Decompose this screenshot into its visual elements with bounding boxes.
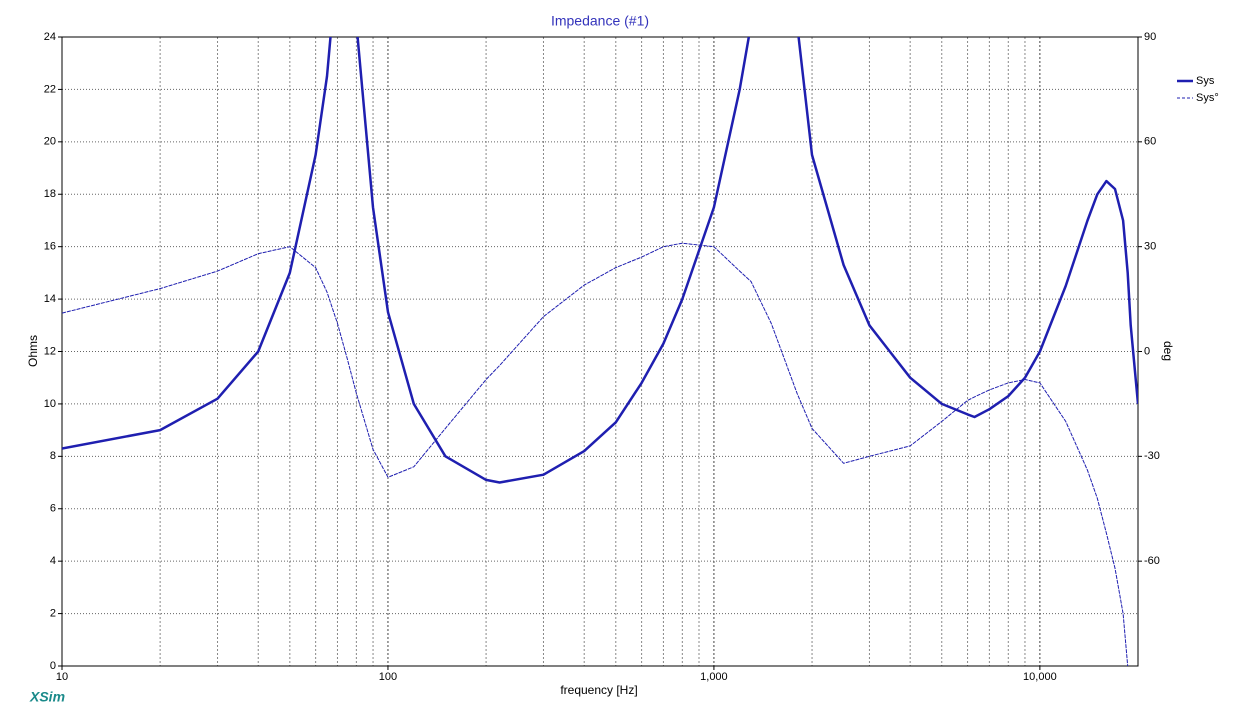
y-tick-label: 14 — [44, 293, 56, 305]
y2-tick-label: -30 — [1144, 450, 1160, 462]
x-axis-label: frequency [Hz] — [560, 683, 637, 697]
y2-tick-label: 0 — [1144, 345, 1150, 357]
y2-tick-label: 60 — [1144, 136, 1156, 148]
y-tick-label: 20 — [44, 136, 56, 148]
y-tick-label: 6 — [50, 503, 56, 515]
legend-label: Sys° — [1196, 92, 1219, 104]
x-tick-label: 10,000 — [1023, 671, 1057, 683]
y-tick-label: 4 — [50, 555, 56, 567]
x-tick-label: 10 — [56, 671, 68, 683]
y-tick-label: 16 — [44, 241, 56, 253]
y-tick-label: 22 — [44, 83, 56, 95]
y2-tick-label: -60 — [1144, 555, 1160, 567]
legend-label: Sys — [1196, 75, 1215, 87]
y2-tick-label: 30 — [1144, 241, 1156, 253]
brand-logo: XSim — [29, 689, 65, 705]
y-tick-label: 12 — [44, 345, 56, 357]
plot-area — [62, 37, 1138, 666]
y-tick-label: 24 — [44, 31, 56, 43]
x-tick-label: 1,000 — [700, 671, 728, 683]
series-line — [62, 242, 1129, 666]
y-axis-label: Ohms — [26, 335, 40, 367]
chart-title: Impedance (#1) — [551, 13, 649, 29]
y-tick-label: 10 — [44, 398, 56, 410]
x-tick-label: 100 — [379, 671, 397, 683]
series-line — [62, 37, 1138, 484]
y2-axis-label: deg — [1161, 341, 1175, 361]
y-tick-label: 18 — [44, 188, 56, 200]
plot-frame — [61, 36, 1139, 667]
y-tick-label: 2 — [50, 607, 56, 619]
y-tick-label: 8 — [50, 450, 56, 462]
y-tick-label: 0 — [50, 660, 56, 672]
y2-tick-label: 90 — [1144, 31, 1156, 43]
